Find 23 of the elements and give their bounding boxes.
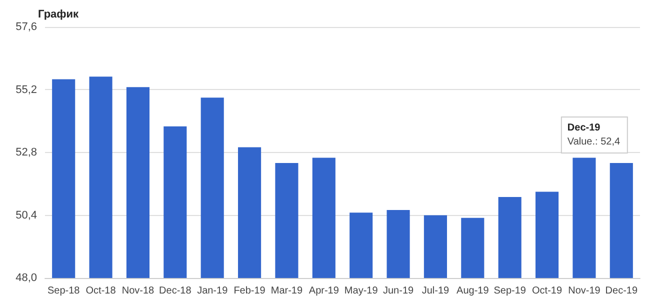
x-tick-label: Nov-19 — [568, 286, 601, 296]
y-tick-label: 57,6 — [16, 21, 37, 33]
annotation: Dec-19 Value.: 52,4 — [567, 122, 620, 148]
x-tick-label: Sep-19 — [494, 286, 526, 296]
x-tick-label: Sep-18 — [47, 286, 80, 296]
x-tick-label: Dec-18 — [159, 286, 192, 296]
y-tick-label: 50,4 — [16, 209, 37, 222]
chart-title: График — [38, 8, 80, 20]
y-tick-label: 52,8 — [16, 146, 37, 158]
x-tick-label: Jun-19 — [382, 286, 414, 296]
y-tick-label: 48,0 — [16, 272, 37, 284]
x-tick-label: Aug-19 — [456, 286, 490, 296]
x-tick-label: Oct-18 — [86, 286, 116, 296]
x-tick-label: Nov-18 — [122, 286, 155, 296]
x-tick-label: Apr-19 — [308, 286, 340, 296]
x-tick-label: Feb-19 — [234, 286, 266, 296]
x-tick-label: Oct-19 — [532, 286, 562, 296]
y-tick-label: 55,2 — [16, 84, 37, 96]
x-tick-label: Dec-19 — [605, 286, 638, 296]
x-tick-label: Jan-19 — [197, 286, 228, 296]
x-tick-label: Mar-19 — [270, 286, 303, 296]
x-tick-label: Jul-19 — [422, 286, 450, 296]
x-tick-label: May-19 — [344, 286, 378, 296]
